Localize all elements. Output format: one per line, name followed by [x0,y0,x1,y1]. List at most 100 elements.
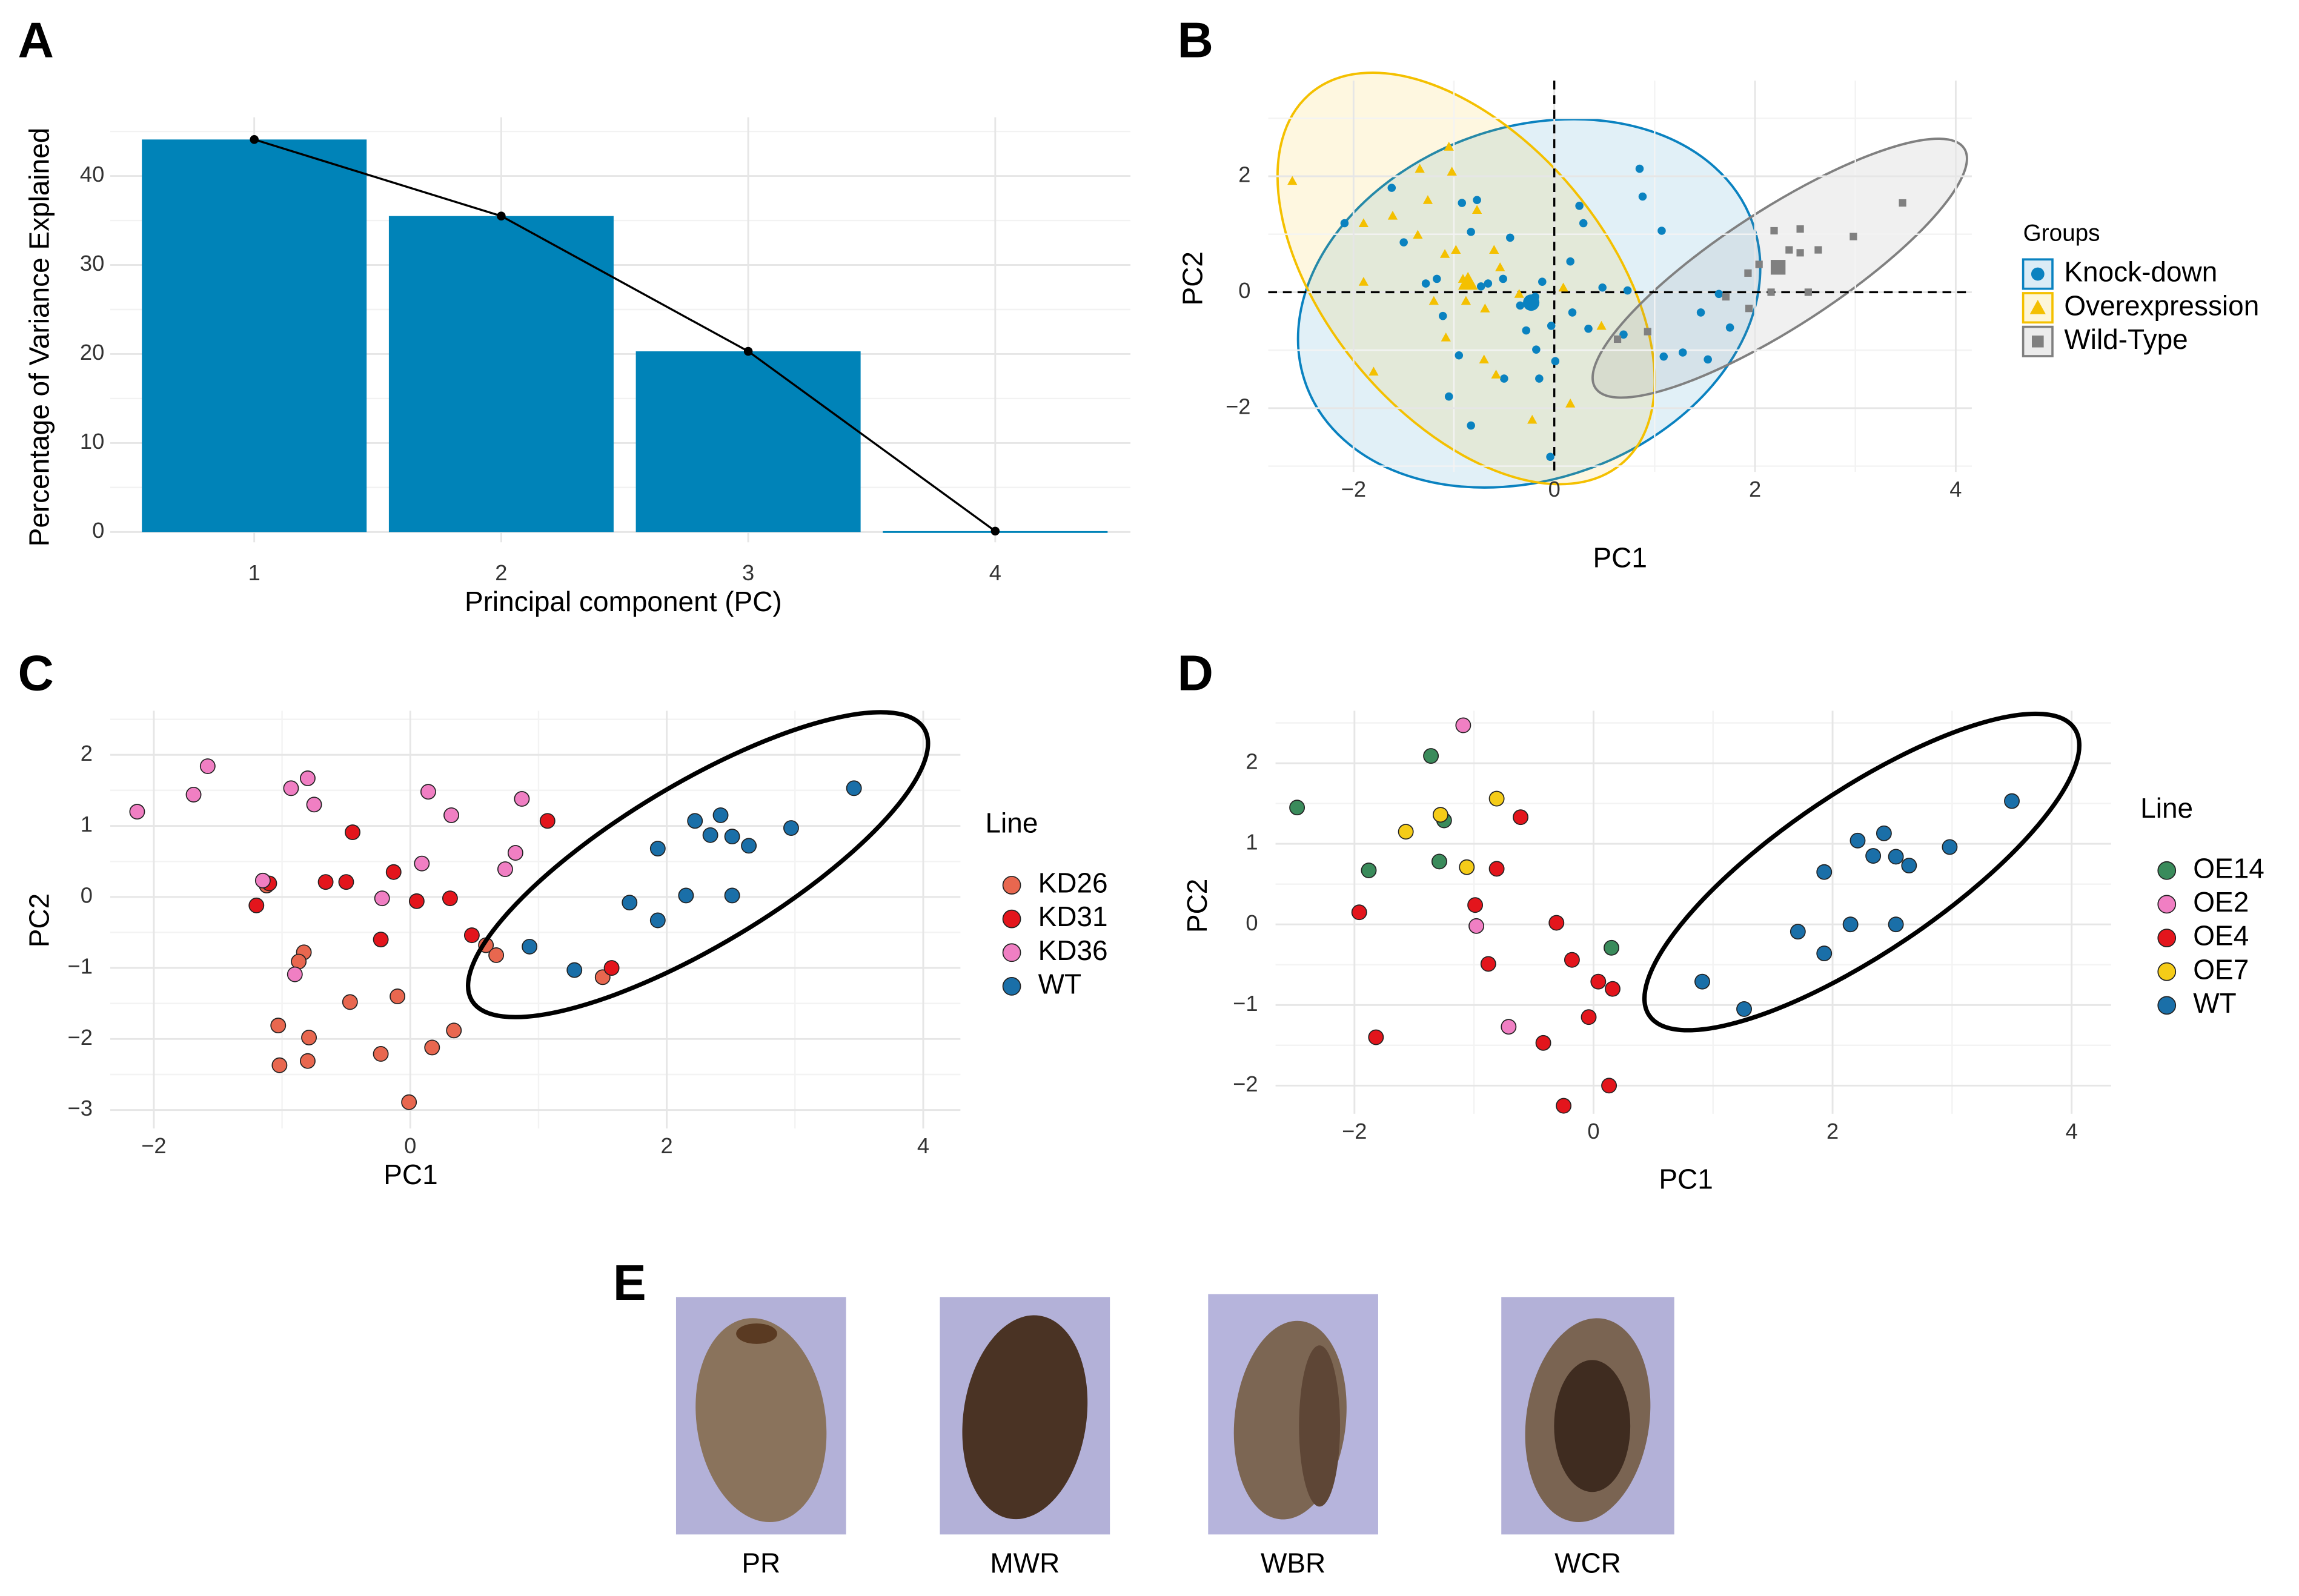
point [1623,286,1632,295]
legend-label: Overexpression [2064,290,2259,321]
y-tick-label: 10 [80,429,104,454]
point [497,861,513,878]
point [1423,748,1439,764]
legend-label: Knock-down [2064,256,2217,288]
point [1532,345,1541,354]
y-tick-label: 20 [80,340,104,365]
point [1471,205,1482,214]
point [1694,973,1710,990]
image-label: WCR [1554,1547,1621,1578]
point [603,960,620,976]
y-tick-label: 0 [1246,910,1258,935]
y-tick-label: −1 [68,954,93,979]
point [199,758,216,774]
point [1514,289,1524,298]
point [1413,230,1423,239]
legend-marker [1002,876,1021,895]
point [1421,279,1430,288]
point [1387,210,1398,220]
point [1461,296,1471,305]
point [1796,225,1804,233]
point [783,820,799,836]
point [1439,311,1447,320]
point [1619,330,1628,339]
point [446,1022,462,1039]
point [1546,452,1554,462]
point [1351,904,1367,921]
point [1467,421,1475,430]
point [1657,227,1666,235]
point [1644,328,1651,336]
y-tick-label: −3 [68,1096,93,1121]
y-axis-title: Percentage of Variance Explained [23,128,55,547]
point [1455,717,1471,733]
legend-label: KD36 [1038,935,1108,966]
point [846,780,862,796]
point [1422,195,1433,204]
legend-marker [2157,895,2177,914]
point [1500,374,1508,383]
point [712,807,729,823]
point [687,813,703,829]
panel-e: E PR MWR WBR WCR [613,1256,1674,1578]
point [1804,288,1812,296]
point [1441,332,1451,342]
point [1340,219,1349,228]
panel-letter: D [1177,646,1213,701]
point [317,874,334,890]
point [270,1018,287,1034]
point [649,841,666,856]
point [1506,233,1514,242]
point [1439,249,1450,258]
y-tick-label: 0 [81,882,93,907]
point [1590,973,1607,990]
point [1358,218,1369,228]
point [254,872,271,889]
point [1387,184,1396,192]
point [1767,288,1775,296]
point [442,890,458,907]
point [299,770,316,786]
legend-label: KD31 [1038,901,1108,932]
grain [695,1318,827,1523]
x-axis-title: Principal component (PC) [465,586,782,617]
point [301,1030,317,1045]
point [1501,1019,1517,1035]
point [1876,825,1892,841]
point [1865,848,1882,864]
point [1613,335,1622,343]
x-tick-label: 4 [2066,1119,2078,1144]
point [1447,167,1457,176]
point [1398,824,1414,840]
point [1568,308,1577,317]
point [299,1053,316,1069]
y-tick-label: 40 [80,162,104,187]
point [1565,399,1576,408]
point [522,938,538,955]
point [385,864,402,880]
point [408,893,425,909]
point [1770,227,1778,235]
trend-point [990,526,1000,536]
point [1480,303,1490,313]
point [287,966,303,982]
point [374,890,390,907]
point [649,912,666,929]
point [1901,858,1917,873]
point [1596,320,1607,330]
point [443,807,459,823]
x-tick-label: 0 [1548,477,1561,502]
legend-marker [1002,909,1021,929]
point [507,845,523,861]
point [1467,897,1484,913]
point [390,988,406,1004]
legend-label: OE14 [2193,852,2264,884]
point [283,780,299,796]
point [1696,308,1705,317]
x-tick-label: 0 [1587,1119,1599,1144]
y-tick-label: −2 [1226,394,1250,419]
point [724,887,740,904]
wt-cluster-ellipse [466,710,931,1019]
